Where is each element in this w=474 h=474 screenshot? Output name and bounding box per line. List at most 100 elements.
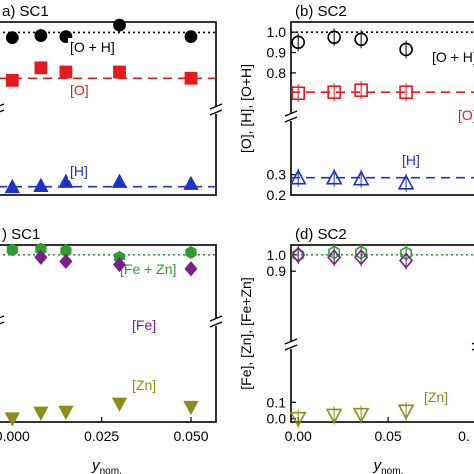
- series-0: [O + H]: [0, 18, 216, 56]
- series-1: [O]: [291, 81, 474, 124]
- data-point: [34, 61, 48, 75]
- x-axis-label-sub: nom.: [381, 466, 403, 474]
- data-point: [33, 177, 49, 193]
- data-point: [183, 175, 199, 190]
- data-point: [113, 65, 126, 79]
- data-point: [112, 257, 127, 273]
- data-point: [185, 245, 197, 259]
- axis-break-mark: [0, 109, 5, 113]
- x-tick-label: 0.025: [84, 428, 119, 444]
- panel-label: (d) SC2: [295, 226, 347, 243]
- data-point: [59, 65, 73, 79]
- x-axis-label-sub: nom.: [100, 466, 122, 474]
- panel-0: a) SC1 [O + H] [O] [H]: [0, 3, 223, 196]
- axis-break-mark: [209, 103, 223, 110]
- series-label-bg: [68, 81, 96, 99]
- series-1: [291, 245, 414, 270]
- axis-break-mark: [284, 110, 298, 117]
- plot-frame: [290, 244, 474, 423]
- data-point: [4, 178, 20, 194]
- series-label-bg: [130, 376, 166, 394]
- axis-break-mark: [209, 315, 223, 322]
- panel-label: (b) SC2: [295, 3, 347, 20]
- axis-break-mark: [0, 103, 5, 107]
- data-point: [111, 173, 128, 188]
- data-point: [4, 412, 20, 427]
- y-axis-label: [O], [H], [O+H]: [238, 64, 254, 153]
- y-tick-label: 0.8: [267, 65, 287, 81]
- axis-break-mark: [284, 344, 298, 351]
- series-label-bg: [130, 316, 166, 334]
- x-axis-label: ynom.: [373, 457, 404, 474]
- series-0: [291, 243, 474, 264]
- series-2: [Zn]: [4, 376, 199, 427]
- panel-1: (b) SC2 0.2 0.3 0.8 0.9 1.0 [O], [H], [O+H] [O …: [238, 3, 474, 203]
- axis-break-gap: [0, 318, 3, 326]
- series-1: [Fe]: [34, 249, 198, 334]
- axis-break-mark: [0, 315, 5, 319]
- plot-frame: [290, 21, 474, 196]
- series-label: [Zn]: [132, 377, 156, 393]
- axis-break-gap: [0, 106, 3, 114]
- y-tick-label: 1.0: [267, 24, 287, 40]
- y-tick-label: 0.1: [267, 394, 287, 410]
- panel-label: a) SC1: [2, 3, 49, 20]
- y-tick-label: 0.9: [267, 263, 287, 279]
- axis-break-mark: [209, 109, 223, 116]
- series-label-bg: [68, 162, 96, 180]
- axis-break-gap: [286, 113, 296, 121]
- data-point: [34, 249, 48, 265]
- series-label-bg: [430, 48, 474, 66]
- data-point: [113, 18, 126, 32]
- data-point: [183, 400, 199, 416]
- data-point: [184, 30, 198, 43]
- series-label: [Fe + Zn]: [120, 261, 176, 277]
- axis-break-mark: [284, 338, 298, 345]
- plot-frame: [0, 244, 217, 423]
- y-axis-label: [Fe], [Zn], [Fe+Zn]: [238, 277, 254, 389]
- data-point: [33, 406, 49, 421]
- data-point: [5, 73, 19, 87]
- data-point: [5, 31, 19, 45]
- series-label: [O + H]: [70, 39, 115, 55]
- data-point: [184, 71, 198, 85]
- x-tick-label: 0.050: [173, 428, 208, 444]
- series-label: [O]: [70, 82, 89, 98]
- axis-break-mark: [0, 321, 5, 325]
- series-label-bg: [118, 260, 194, 278]
- series-label: [Zn]: [424, 389, 448, 405]
- y-tick-label: 0.0: [267, 411, 287, 427]
- data-point: [184, 261, 198, 277]
- x-tick-label: 0.05: [374, 428, 401, 444]
- panel-label: ) SC1: [2, 226, 40, 243]
- x-axis-label: ynom.: [91, 457, 122, 474]
- y-tick-label: 1.0: [267, 247, 287, 263]
- series-label: [H]: [402, 152, 420, 168]
- series-2: [H]: [289, 151, 474, 192]
- series-2: [Zn]: [289, 388, 458, 428]
- series-0: [O + H]: [291, 28, 474, 66]
- data-point: [34, 29, 48, 42]
- y-tick-label: 0.3: [267, 167, 287, 183]
- axis-break-gap: [286, 341, 296, 349]
- series-label: [Fe]: [132, 317, 156, 333]
- x-tick-label: 0.000: [0, 428, 30, 444]
- panel-2: ) SC1 0.000 0.025 0.050 ynom. [Fe + Zn] [Fe] [Z…: [0, 226, 223, 474]
- data-point: [6, 243, 18, 257]
- x-axis-label-main: y: [91, 457, 101, 474]
- data-point: [111, 397, 128, 412]
- x-tick-label: 0.00: [285, 428, 312, 444]
- series-label: [O]: [458, 107, 474, 123]
- x-axis-label-main: y: [373, 457, 383, 474]
- axis-break-mark: [209, 321, 223, 328]
- series-label-bg: [68, 38, 128, 56]
- axis-break-gap: [211, 106, 221, 114]
- y-tick-label: 0.9: [267, 45, 287, 61]
- series-label-bg: [422, 388, 458, 406]
- series-label-bg: [400, 151, 428, 169]
- series-label: [O + H]: [432, 49, 474, 65]
- x-tick-label-cut: 0.: [458, 428, 470, 444]
- series-1: [O]: [0, 61, 216, 99]
- y-tick-label: 0.2: [267, 187, 287, 203]
- series-label-bg: [456, 106, 474, 124]
